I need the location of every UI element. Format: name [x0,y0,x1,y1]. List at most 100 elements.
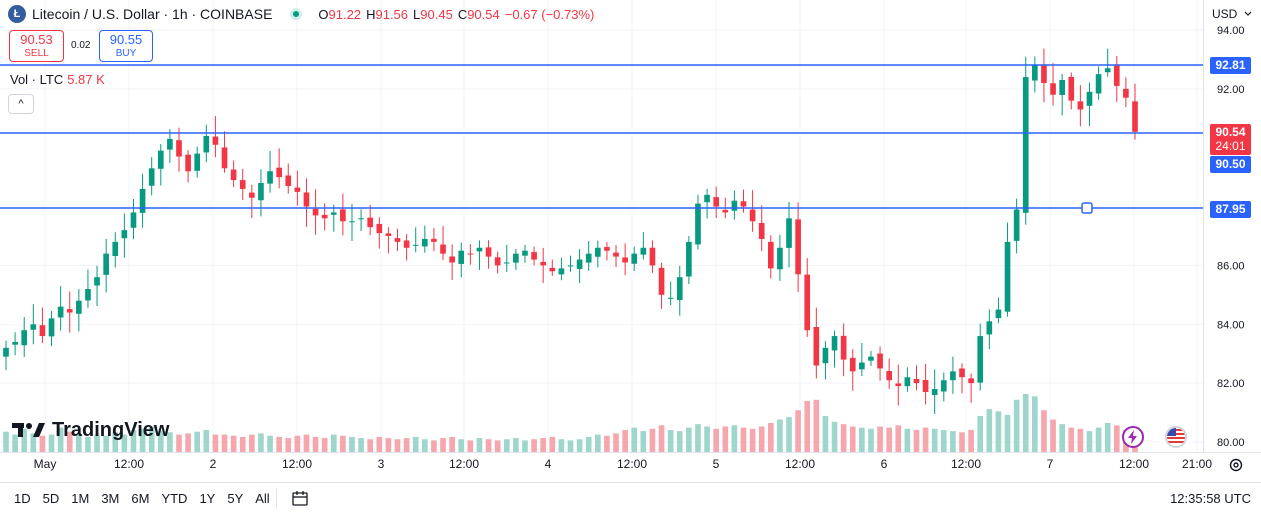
volume-bar [904,428,911,452]
volume-bar [267,435,273,452]
x-tick-label: 6 [881,457,888,471]
range-5y[interactable]: 5Y [227,491,244,506]
y-tick-label: 82.00 [1217,378,1245,390]
volume-bar [613,433,619,452]
volume-bar [831,421,838,452]
utc-clock[interactable]: 12:35:58 UTC [1170,491,1251,506]
candle-body [758,222,765,239]
candle-body [977,336,984,383]
range-1m[interactable]: 1M [71,491,90,506]
x-tick-label: 7 [1047,457,1054,471]
collapse-legend-button[interactable]: ^ [8,94,34,114]
candle-body [176,140,182,157]
candle-body [367,217,374,228]
lightning-icon[interactable] [1122,426,1144,448]
candle-body [3,347,9,357]
candle-body [376,223,383,234]
price-tag-last: 90.54 24:01 [1210,124,1251,155]
y-tick-label: 92.00 [1217,84,1245,96]
volume-bar [940,429,947,452]
volume-bar [667,429,674,452]
volume-bar [494,440,501,452]
candle-body [112,241,119,257]
volume-bar [658,425,665,452]
volume-bar [376,436,383,452]
candle-body [804,274,811,331]
candle-body [57,306,64,318]
range-5d[interactable]: 5D [42,491,60,506]
volume-bar [849,426,856,452]
volume-bar [249,434,255,452]
volume-bar [686,427,692,452]
x-tick-label: 4 [545,457,552,471]
open-value: 91.22 [328,6,362,22]
x-tick-label: 21:00 [1182,457,1212,471]
volume-bar [230,435,237,452]
range-ytd[interactable]: YTD [161,491,188,506]
volume-legend: Vol · LTC 5.87 K [10,72,105,87]
volume-bar [358,438,364,452]
range-1d[interactable]: 1D [14,491,31,506]
candle-body [749,209,756,222]
volume-bar [176,434,182,452]
low-value: 90.45 [420,6,453,22]
volume-bar [30,433,37,452]
volume-bar [258,433,264,452]
price-tag-line-low[interactable]: 87.95 [1210,201,1251,218]
price-tag-line-top[interactable]: 92.81 [1210,57,1251,74]
candle-body [440,244,446,254]
volume-bar [76,434,82,452]
candle-body [950,371,956,381]
volume-bar [740,427,747,452]
us-flag-icon[interactable] [1165,426,1187,448]
volume-bar [786,417,792,452]
candle-body [868,356,874,361]
volume-bar [986,409,993,452]
symbol-title[interactable]: Litecoin / U.S. Dollar · 1h · COINBASE [32,6,273,22]
volume-bar [585,436,592,452]
candle-body [613,252,619,257]
volume-bar [877,426,883,452]
currency-selector[interactable]: USD [1212,4,1253,24]
calendar-range-icon[interactable] [291,489,309,507]
volume-bar [895,425,902,452]
chevron-up-icon: ^ [18,98,24,110]
candle-body [777,247,783,270]
volume-bar [676,431,683,452]
price-tag-line-mid[interactable]: 90.50 [1210,156,1251,173]
range-3m[interactable]: 3M [101,491,120,506]
sell-button[interactable]: 90.53 SELL [9,30,64,62]
range-all[interactable]: All [255,491,270,506]
x-tick-label: 12:00 [617,457,647,471]
candle-body [986,321,993,335]
candle-body [713,197,719,207]
volume-bar [840,424,847,452]
candle-body [312,208,319,216]
candle-body [859,362,865,370]
volume-bar [767,423,774,452]
candle-body [740,201,747,207]
volume-bar [1004,414,1011,452]
buy-button[interactable]: 90.55 BUY [99,30,153,62]
y-tick-label: 84.00 [1217,319,1245,331]
volume-bar [66,431,73,452]
candle-body [567,265,574,267]
candle-body [476,247,483,252]
x-tick-label: 12:00 [785,457,815,471]
volume-bar [931,428,938,452]
volume-bar [695,424,701,452]
volume-bar [1059,424,1065,452]
range-1y[interactable]: 1Y [199,491,216,506]
change-value: −0.67 (−0.73%) [504,6,595,22]
volume-bar [704,426,710,452]
range-6m[interactable]: 6M [131,491,150,506]
volume-bar [950,431,956,452]
volume-bar [276,436,282,452]
gear-icon[interactable] [1227,456,1245,474]
candle-body [658,267,665,295]
candle-body [622,257,628,263]
y-tick-label: 80.00 [1217,437,1245,449]
candle-body [731,200,738,211]
